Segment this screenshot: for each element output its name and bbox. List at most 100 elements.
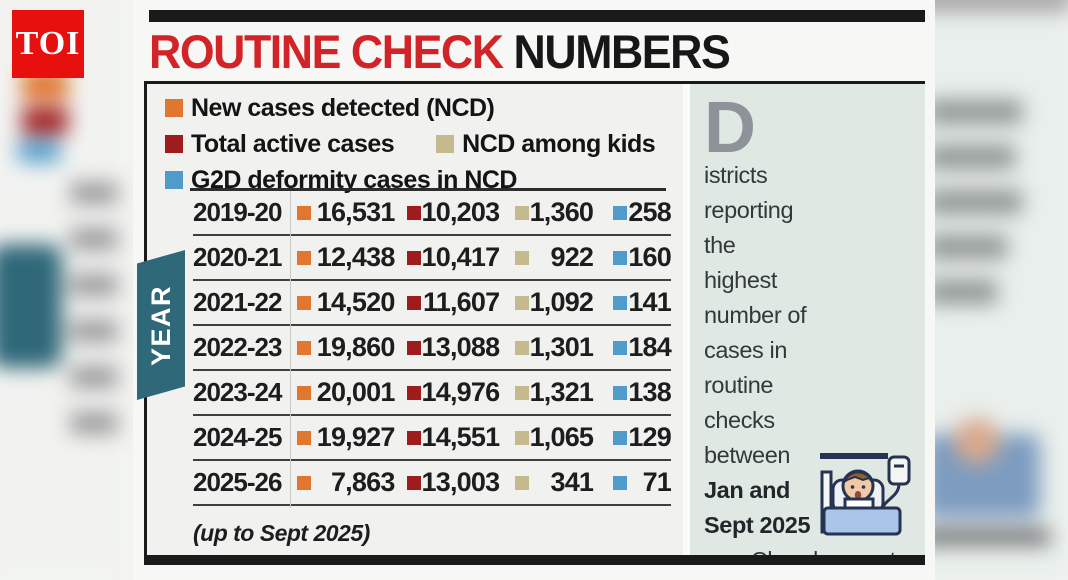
row-cell-g2d: 160 <box>613 242 672 273</box>
top-rule-bar <box>149 10 925 22</box>
row-cell-kids: 341 <box>515 467 594 498</box>
g2d-swatch <box>613 250 628 265</box>
headline-rest: NUMBERS <box>502 25 731 78</box>
active-swatch <box>406 250 421 265</box>
row-cell-g2d: 258 <box>613 197 672 228</box>
kids-swatch <box>515 475 530 490</box>
row-cell-active: 13,088 <box>406 332 501 363</box>
row-cell-ncd: 12,438 <box>296 242 396 273</box>
legend: New cases detected (NCD) Total active ca… <box>165 90 656 198</box>
kids-value: 1,301 <box>529 332 594 362</box>
legend-swatch-g2d <box>165 171 183 189</box>
year-column-divider <box>290 191 291 508</box>
kids-swatch <box>515 340 530 355</box>
panel-text-bold: Jan and Sept 2025 <box>704 477 811 538</box>
g2d-value: 141 <box>628 287 671 317</box>
ncd-value: 19,927 <box>316 422 396 452</box>
active-value: 10,417 <box>421 242 501 272</box>
kids-value: 341 <box>550 467 594 497</box>
g2d-swatch <box>613 430 628 445</box>
legend-swatch-ncd <box>165 99 183 117</box>
ncd-swatch <box>296 385 311 400</box>
ncd-value: 19,860 <box>316 332 396 362</box>
legend-item-active: Total active cases <box>165 130 395 159</box>
row-cell-kids: 922 <box>515 242 594 273</box>
row-cell-ncd: 20,001 <box>296 377 396 408</box>
legend-row-2: Total active cases NCD among kids <box>165 126 656 162</box>
row-cell-ncd: 7,863 <box>296 467 395 498</box>
ncd-swatch <box>296 340 311 355</box>
ncd-value: 20,001 <box>316 377 396 407</box>
active-value: 14,551 <box>421 422 501 452</box>
ncd-swatch <box>296 205 311 220</box>
row-cell-kids: 1,321 <box>515 377 594 408</box>
ncd-value: 14,520 <box>316 287 396 317</box>
table-rows: 2019-20 16,531 10,203 1,360 258 2020-21 … <box>147 191 683 506</box>
row-cell-g2d: 184 <box>613 332 672 363</box>
table-row: 2025-26 7,863 13,003 341 71 <box>193 461 672 506</box>
year-axis-ribbon: YEAR <box>137 250 185 400</box>
kids-value: 922 <box>550 242 594 272</box>
kids-value: 1,321 <box>529 377 594 407</box>
kids-swatch <box>515 295 530 310</box>
ncd-swatch <box>296 295 311 310</box>
active-value: 14,976 <box>421 377 501 407</box>
row-year-label: 2023-24 <box>193 377 282 407</box>
row-year-label: 2019-20 <box>193 197 282 227</box>
patient-in-bed-illustration <box>820 453 911 536</box>
active-value: 13,088 <box>421 332 501 362</box>
row-cell-kids: 1,092 <box>515 287 594 318</box>
g2d-value: 138 <box>628 377 671 407</box>
g2d-value: 71 <box>642 467 672 497</box>
row-cell-ncd: 19,860 <box>296 332 396 363</box>
ncd-swatch <box>296 475 311 490</box>
row-cell-active: 11,607 <box>406 287 500 318</box>
kids-value: 1,065 <box>529 422 594 452</box>
active-swatch <box>406 205 421 220</box>
row-year-label: 2020-21 <box>193 242 282 272</box>
row-cell-active: 14,551 <box>406 422 501 453</box>
g2d-value: 160 <box>628 242 671 272</box>
row-cell-ncd: 14,520 <box>296 287 396 318</box>
toi-logo: TOI <box>12 10 84 78</box>
row-cell-ncd: 19,927 <box>296 422 396 453</box>
legend-underline <box>190 188 666 191</box>
kids-value: 1,360 <box>529 197 594 227</box>
ncd-value: 12,438 <box>316 242 396 272</box>
row-cell-active: 14,976 <box>406 377 501 408</box>
data-box: New cases detected (NCD) Total active ca… <box>144 81 925 565</box>
kids-value: 1,092 <box>529 287 594 317</box>
row-cell-ncd: 16,531 <box>296 197 396 228</box>
table-row: 2024-25 19,927 14,551 1,065 129 <box>193 416 672 461</box>
active-swatch <box>406 340 421 355</box>
toi-logo-text: TOI <box>15 25 81 62</box>
legend-label-kids: NCD among kids <box>462 129 656 158</box>
ncd-swatch <box>296 250 311 265</box>
g2d-value: 258 <box>628 197 671 227</box>
legend-item-kids: NCD among kids <box>436 129 656 159</box>
row-cell-active: 10,203 <box>406 197 500 228</box>
ncd-value: 16,531 <box>316 197 396 227</box>
row-year-label: 2021-22 <box>193 287 282 317</box>
district-panel: D istricts reporting the highest number … <box>690 84 925 555</box>
row-year-label: 2022-23 <box>193 332 282 362</box>
row-year-label: 2024-25 <box>193 422 282 452</box>
active-swatch <box>406 475 421 490</box>
panel-text: saw Chandrapur at <box>704 547 896 555</box>
active-swatch <box>406 385 421 400</box>
kids-swatch <box>515 385 530 400</box>
table-row: 2019-20 16,531 10,203 1,360 258 <box>193 191 672 236</box>
year-axis-label: YEAR <box>145 284 176 366</box>
legend-item-ncd: New cases detected (NCD) <box>165 94 495 123</box>
legend-swatch-active <box>165 135 183 153</box>
active-value: 11,607 <box>423 287 500 317</box>
panel-text: istricts reporting the highest number of… <box>704 162 807 468</box>
g2d-value: 184 <box>628 332 671 362</box>
row-cell-g2d: 141 <box>613 287 672 318</box>
ncd-value: 7,863 <box>330 467 395 497</box>
row-cell-active: 13,003 <box>406 467 500 498</box>
g2d-swatch <box>613 340 628 355</box>
kids-swatch <box>515 430 530 445</box>
